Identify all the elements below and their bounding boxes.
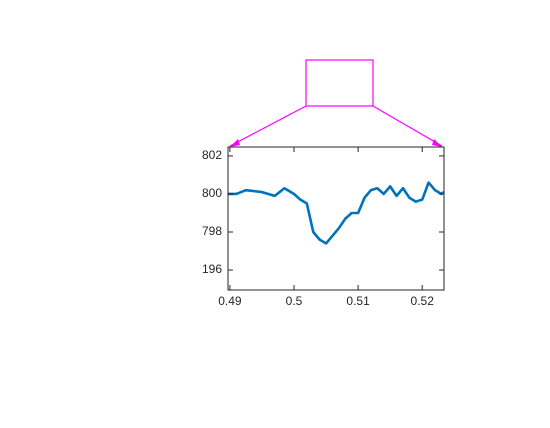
arrow-head — [432, 139, 442, 147]
x-tick-label: 0.5 — [286, 294, 303, 308]
y-tick-label: 800 — [202, 186, 222, 200]
x-tick-label: 0.51 — [346, 294, 370, 308]
data-line — [228, 181, 444, 245]
axes-box — [227, 146, 445, 291]
y-tick-label: 196 — [202, 262, 222, 276]
zoom-arrow — [372, 105, 443, 147]
x-tick-label: 0.52 — [411, 294, 435, 308]
x-tick-label: 0.49 — [218, 294, 242, 308]
y-tick-label: 798 — [202, 224, 222, 238]
plot-area — [228, 147, 444, 290]
zoom-box — [305, 59, 374, 107]
y-tick-label: 802 — [202, 148, 222, 162]
arrow-head — [230, 139, 240, 147]
zoom-arrow — [229, 105, 307, 147]
